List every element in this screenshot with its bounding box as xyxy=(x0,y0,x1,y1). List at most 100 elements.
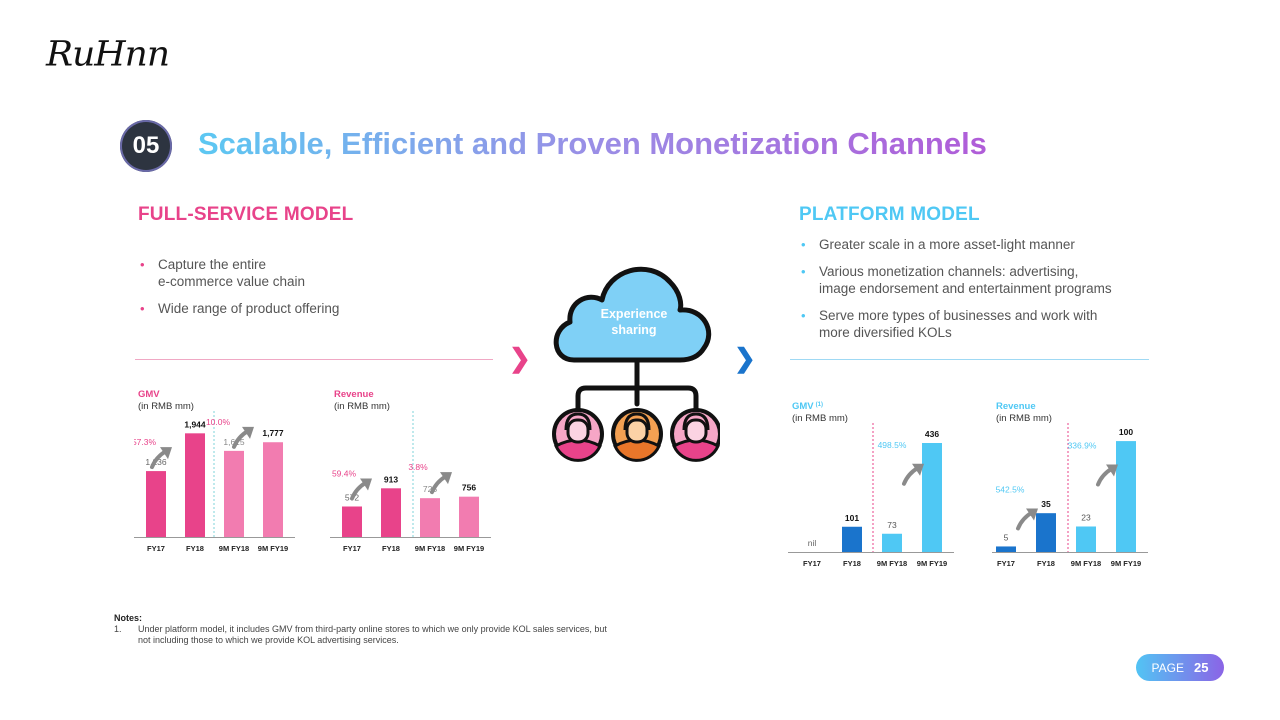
growth-rate-label: 57.3% xyxy=(134,437,156,447)
growth-rate-label: 498.5% xyxy=(878,440,907,450)
cloud-text-2: sharing xyxy=(611,323,656,337)
page-indicator: PAGE 25 xyxy=(1136,654,1224,681)
bullet-item: • Various monetization channels: advertis… xyxy=(799,263,1159,297)
chart-title: GMV (1) xyxy=(792,401,823,412)
bar xyxy=(146,471,166,537)
chart-title: Revenue xyxy=(996,401,1036,412)
page-label: PAGE xyxy=(1151,660,1184,675)
bar xyxy=(1116,441,1136,552)
cloud-text-1: Experience xyxy=(601,307,668,321)
bar xyxy=(342,506,362,537)
platform-heading: PLATFORM MODEL xyxy=(799,204,980,225)
growth-rate-label: 59.4% xyxy=(332,468,357,478)
bar xyxy=(185,433,205,537)
growth-arrow-head-icon xyxy=(360,478,372,491)
x-tick-label: FY17 xyxy=(147,544,165,553)
chevron-right-icon: ❯ xyxy=(509,343,531,373)
x-tick-label: 9M FY19 xyxy=(1111,559,1141,568)
data-label: 1,777 xyxy=(262,428,284,438)
data-label: 23 xyxy=(1081,512,1091,522)
bar xyxy=(1036,513,1056,552)
bar xyxy=(882,533,902,552)
bullet-dot: • xyxy=(140,257,145,272)
footnotes: Notes: 1. Under platform model, it inclu… xyxy=(114,613,614,646)
cloud-icon: Experience sharing xyxy=(553,266,712,363)
data-label: 35 xyxy=(1041,499,1051,509)
user-icon xyxy=(611,408,663,462)
data-label: 913 xyxy=(384,474,398,484)
growth-arrow-icon xyxy=(1016,510,1034,531)
gmv-full-service-chart: GMV(in RMB mm)1,236FY171,944FY181,6159M … xyxy=(134,389,295,553)
full-service-bullets: • Capture the entire e-commerce value cha… xyxy=(138,256,438,327)
x-tick-label: 9M FY18 xyxy=(219,544,249,553)
growth-rate-label: 10.0% xyxy=(206,417,231,427)
user-icon xyxy=(552,408,604,462)
bullet-dot: • xyxy=(801,308,806,323)
bar xyxy=(263,442,283,537)
growth-rate-label: 542.5% xyxy=(996,484,1025,494)
data-label: 728 xyxy=(423,484,437,494)
chart-subtitle: (in RMB mm) xyxy=(138,401,194,412)
chart-subtitle: (in RMB mm) xyxy=(334,401,390,412)
bar xyxy=(420,498,440,537)
growth-arrow-icon xyxy=(1096,466,1114,487)
bullet-item: • Wide range of product offering xyxy=(138,300,438,317)
data-label: 100 xyxy=(1119,427,1133,437)
data-label: 756 xyxy=(462,483,476,493)
note-item: 1. Under platform model, it includes GMV… xyxy=(114,624,614,646)
page-number: 25 xyxy=(1194,660,1209,675)
x-tick-label: 9M FY19 xyxy=(258,544,288,553)
x-tick-label: FY17 xyxy=(997,559,1015,568)
growth-arrow-head-icon xyxy=(1026,508,1038,521)
note-number: 1. xyxy=(114,624,122,634)
growth-rate-label: 336.9% xyxy=(1068,440,1097,450)
notes-title: Notes: xyxy=(114,613,143,623)
user-icon xyxy=(670,408,720,462)
chevron-right-icon: ❯ xyxy=(734,343,756,373)
chart-title: Revenue xyxy=(334,389,374,400)
full-service-heading: FULL-SERVICE MODEL xyxy=(138,204,354,225)
data-label: 1,615 xyxy=(223,437,245,447)
growth-arrow-head-icon xyxy=(440,472,452,485)
bar xyxy=(381,488,401,537)
bullet-item: • Greater scale in a more asset-light man… xyxy=(799,236,1159,253)
data-label: 73 xyxy=(887,520,897,530)
note-text: Under platform model, it includes GMV fr… xyxy=(138,624,607,645)
bar xyxy=(459,496,479,537)
growth-rate-label: 3.8% xyxy=(408,462,428,472)
bar xyxy=(842,526,862,552)
x-tick-label: FY18 xyxy=(382,544,400,553)
data-label: 1,944 xyxy=(184,419,206,429)
platform-bullets: • Greater scale in a more asset-light man… xyxy=(799,236,1159,351)
revenue-platform-chart: Revenue(in RMB mm) 5 FY17 35 FY18 23 9M FY18 10… xyxy=(992,401,1148,568)
x-tick-label: FY17 xyxy=(343,544,361,553)
bullet-item: • Capture the entire e-commerce value cha… xyxy=(138,256,438,290)
chart-title: GMV xyxy=(138,389,160,400)
bullet-text: Capture the entire e-commerce value chai… xyxy=(158,257,306,289)
bullet-dot: • xyxy=(140,301,145,316)
chart-title-superscript: (1) xyxy=(816,402,823,408)
bar xyxy=(1076,526,1096,552)
data-label: 101 xyxy=(845,513,859,523)
page-title: Scalable, Efficient and Proven Monetizat… xyxy=(198,126,987,161)
growth-arrow-head-icon xyxy=(160,447,172,460)
x-tick-label: 9M FY18 xyxy=(415,544,445,553)
experience-sharing-illustration: Experience sharing xyxy=(552,266,720,462)
bullet-text: Greater scale in a more asset-light mann… xyxy=(819,237,1075,252)
bar xyxy=(996,546,1016,552)
bullet-dot: • xyxy=(801,264,806,279)
bar xyxy=(224,450,244,537)
bullet-text: Wide range of product offering xyxy=(158,301,340,316)
x-tick-label: FY18 xyxy=(186,544,204,553)
growth-arrow-head-icon xyxy=(912,463,924,476)
x-tick-label: 9M FY19 xyxy=(454,544,484,553)
x-tick-label: 9M FY18 xyxy=(1071,559,1101,568)
divider-left xyxy=(135,359,493,360)
logo: RuHnn xyxy=(46,35,170,74)
bullet-item: • Serve more types of businesses and work… xyxy=(799,307,1159,341)
gmv-platform-chart: GMV (1)(in RMB mm) nil FY17 101 FY18 73 9M FY18… xyxy=(788,401,954,568)
chart-subtitle: (in RMB mm) xyxy=(996,413,1052,424)
network-lines xyxy=(575,359,699,413)
data-label: 436 xyxy=(925,429,939,439)
